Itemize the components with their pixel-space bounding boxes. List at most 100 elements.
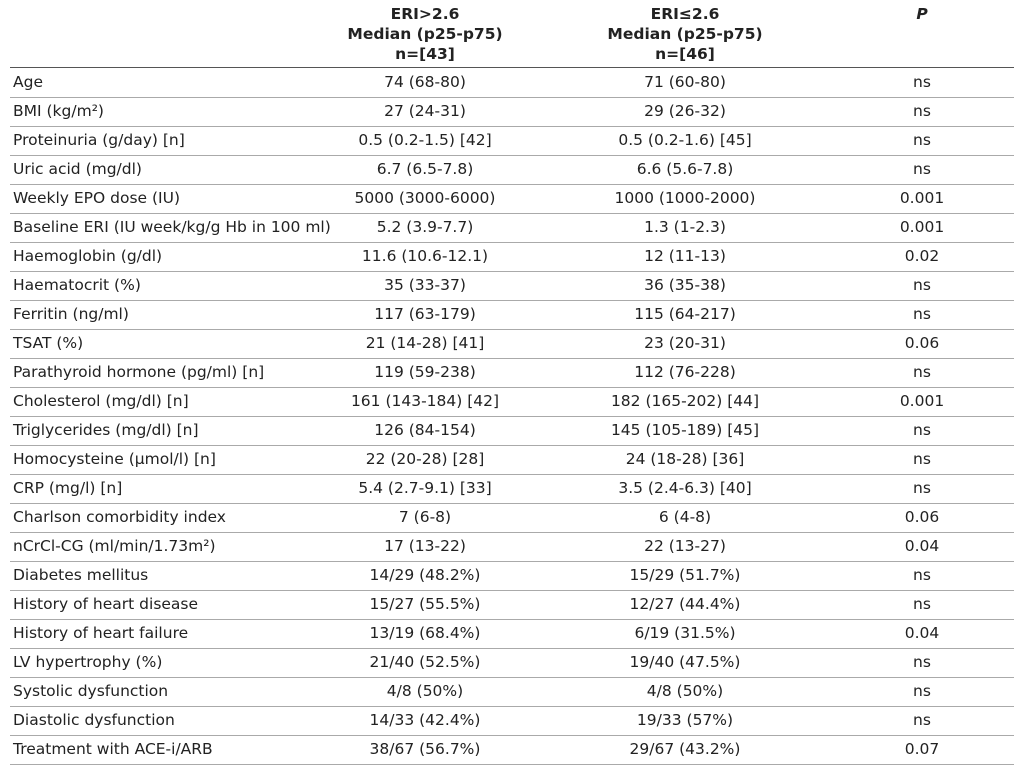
cell-value: 5.4 (2.7-9.1) [33]: [358, 479, 492, 497]
row-label: Systolic dysfunction: [13, 682, 169, 700]
cell-value: 119 (59-238): [374, 363, 476, 381]
cell-value: 117 (63-179): [374, 305, 476, 323]
cell-value: 0.06: [904, 334, 940, 352]
cell-value: ns: [913, 450, 931, 468]
row-label: Age: [13, 73, 43, 91]
cell-value: ns: [913, 682, 931, 700]
cell-value: 145 (105-189) [45]: [610, 421, 760, 439]
table-row: Ferritin (ng/ml) 117 (63-179) 115 (64-217)…: [10, 300, 1014, 330]
cell-value: 23 (20-31): [644, 334, 726, 352]
column-header: P: [852, 4, 992, 24]
cell-value: ns: [913, 73, 931, 91]
table-row: Systolic dysfunction 4/8 (50%) 4/8 (50%) ns: [10, 677, 1014, 707]
cell-value: ns: [913, 363, 931, 381]
cell-value: 15/29 (51.7%): [629, 566, 741, 584]
table-row: BMI (kg/m²) 27 (24-31) 29 (26-32) ns: [10, 97, 1014, 127]
cell-value: 0.06: [904, 508, 940, 526]
column-header: ERI>2.6 Median (p25-p75) n=[43]: [305, 4, 545, 64]
cell-value: 115 (64-217): [634, 305, 736, 323]
row-label: Homocysteine (µmol/l) [n]: [13, 450, 216, 468]
table-row: CRP (mg/l) [n] 5.4 (2.7-9.1) [33] 3.5 (2.4…: [10, 474, 1014, 504]
cell-value: ns: [913, 102, 931, 120]
cell-value: 12 (11-13): [644, 247, 726, 265]
table-row: Age 74 (68-80) 71 (60-80) ns: [10, 68, 1014, 98]
column-header: ERI≤2.6 Median (p25-p75) n=[46]: [565, 4, 805, 64]
cell-value: 112 (76-228): [634, 363, 736, 381]
cell-value: ns: [913, 421, 931, 439]
cell-value: 14/29 (48.2%): [369, 566, 481, 584]
cell-value: 5000 (3000-6000): [354, 189, 496, 207]
cell-value: 6 (4-8): [658, 508, 712, 526]
cell-value: 6/19 (31.5%): [634, 624, 736, 642]
cell-value: 29 (26-32): [644, 102, 726, 120]
row-label: LV hypertrophy (%): [13, 653, 163, 671]
cell-value: 0.001: [899, 392, 945, 410]
row-label: History of heart disease: [13, 595, 199, 613]
cell-value: 1.3 (1-2.3): [644, 218, 726, 236]
row-label: Diabetes mellitus: [13, 566, 149, 584]
row-label: Weekly EPO dose (IU): [13, 189, 181, 207]
cell-value: ns: [913, 711, 931, 729]
header-line: ERI>2.6: [390, 5, 460, 23]
table-row: nCrCl-CG (ml/min/1.73m²) 17 (13-22) 22 (13…: [10, 532, 1014, 562]
row-label: BMI (kg/m²): [13, 102, 104, 120]
cell-value: 4/8 (50%): [386, 682, 464, 700]
cell-value: 0.001: [899, 218, 945, 236]
cell-value: 19/40 (47.5%): [629, 653, 741, 671]
header-line: P: [916, 5, 928, 23]
row-label: Charlson comorbidity index: [13, 508, 226, 526]
header-line: Median (p25-p75): [607, 25, 763, 43]
cell-value: 15/27 (55.5%): [369, 595, 481, 613]
cell-value: 35 (33-37): [384, 276, 466, 294]
table-row: Triglycerides (mg/dl) [n] 126 (84-154) 145…: [10, 416, 1014, 446]
cell-value: 182 (165-202) [44]: [610, 392, 760, 410]
table-row: LV hypertrophy (%) 21/40 (52.5%) 19/40 (47…: [10, 648, 1014, 678]
cell-value: ns: [913, 160, 931, 178]
cell-value: 0.5 (0.2-1.6) [45]: [618, 131, 752, 149]
cell-value: ns: [913, 276, 931, 294]
table-row: Diabetes mellitus 14/29 (48.2%) 15/29 (51.…: [10, 561, 1014, 591]
cell-value: 24 (18-28) [36]: [625, 450, 745, 468]
cell-value: 38/67 (56.7%): [369, 740, 481, 758]
table-row: Homocysteine (µmol/l) [n] 22 (20-28) [28]…: [10, 445, 1014, 475]
row-label: Baseline ERI (IU week/kg/g Hb in 100 ml): [13, 218, 331, 236]
cell-value: 0.07: [904, 740, 940, 758]
cell-value: 14/33 (42.4%): [369, 711, 481, 729]
cell-value: 0.04: [904, 624, 940, 642]
cell-value: 7 (6-8): [398, 508, 452, 526]
cell-value: 11.6 (10.6-12.1): [361, 247, 489, 265]
header-line: Median (p25-p75): [347, 25, 503, 43]
row-label: History of heart failure: [13, 624, 189, 642]
row-label: CRP (mg/l) [n]: [13, 479, 123, 497]
cell-value: 161 (143-184) [42]: [350, 392, 500, 410]
row-label: Cholesterol (mg/dl) [n]: [13, 392, 189, 410]
table-row: Diastolic dysfunction 14/33 (42.4%) 19/33 …: [10, 706, 1014, 736]
table-row: TSAT (%) 21 (14-28) [41] 23 (20-31) 0.06: [10, 329, 1014, 359]
cell-value: 0.5 (0.2-1.5) [42]: [358, 131, 492, 149]
cell-value: 6.6 (5.6-7.8): [636, 160, 734, 178]
cell-value: 1000 (1000-2000): [614, 189, 756, 207]
cell-value: 21 (14-28) [41]: [365, 334, 485, 352]
cell-value: 19/33 (57%): [636, 711, 734, 729]
table-row: Cholesterol (mg/dl) [n] 161 (143-184) [42…: [10, 387, 1014, 417]
row-label: Triglycerides (mg/dl) [n]: [13, 421, 199, 439]
table-row: Baseline ERI (IU week/kg/g Hb in 100 ml)…: [10, 213, 1014, 243]
cell-value: 12/27 (44.4%): [629, 595, 741, 613]
cell-value: 71 (60-80): [644, 73, 726, 91]
header-rule: [10, 67, 1014, 68]
header-line: n=[43]: [395, 45, 455, 63]
table-row: Haematocrit (%) 35 (33-37) 36 (35-38) ns: [10, 271, 1014, 301]
cell-value: 4/8 (50%): [646, 682, 724, 700]
table-row: Parathyroid hormone (pg/ml) [n] 119 (59-2…: [10, 358, 1014, 388]
table-row: Proteinuria (g/day) [n] 0.5 (0.2-1.5) [42…: [10, 126, 1014, 156]
cell-value: 36 (35-38): [644, 276, 726, 294]
table-row: History of heart failure 13/19 (68.4%) 6/1…: [10, 619, 1014, 649]
row-label: Haematocrit (%): [13, 276, 141, 294]
row-label: Parathyroid hormone (pg/ml) [n]: [13, 363, 265, 381]
row-label: Proteinuria (g/day) [n]: [13, 131, 185, 149]
row-label: Uric acid (mg/dl): [13, 160, 142, 178]
row-label: Diastolic dysfunction: [13, 711, 175, 729]
cell-value: 126 (84-154): [374, 421, 476, 439]
row-label: Haemoglobin (g/dl): [13, 247, 163, 265]
